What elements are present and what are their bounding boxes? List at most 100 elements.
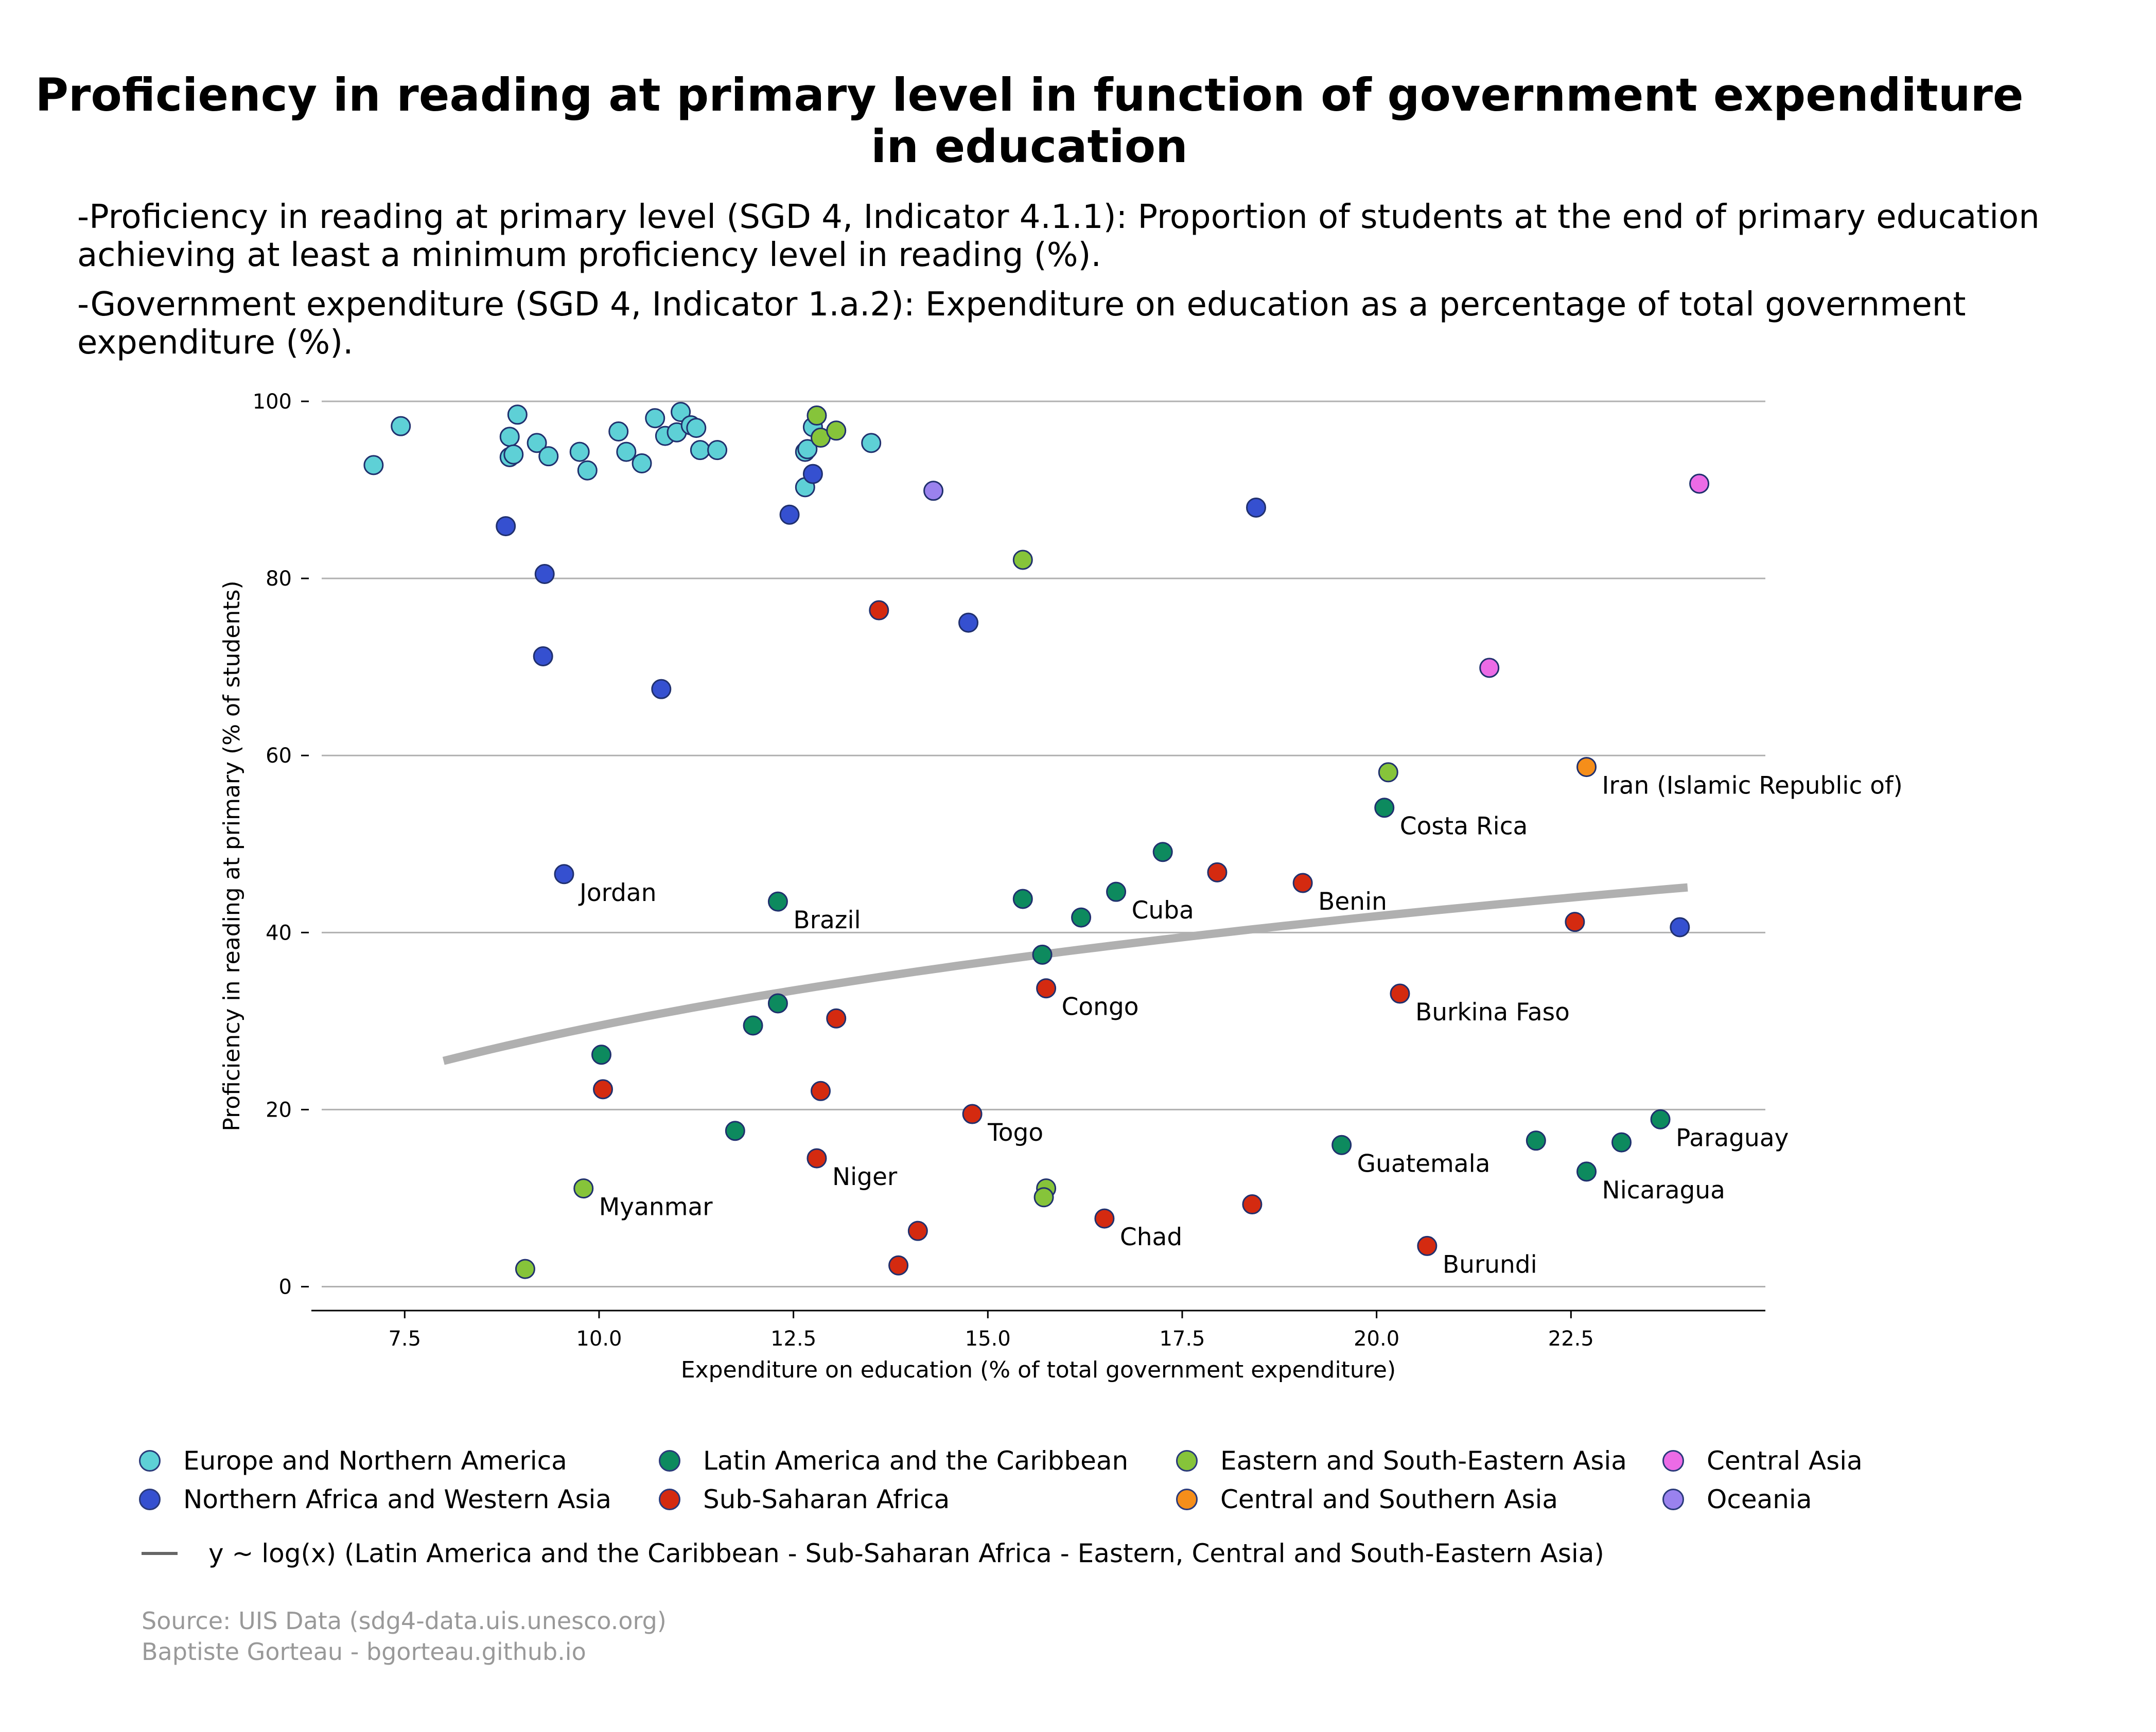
x-tick-label: 22.5 bbox=[1548, 1327, 1594, 1351]
country-label: Cuba bbox=[1132, 896, 1194, 925]
x-tick-label: 7.5 bbox=[388, 1327, 421, 1351]
data-point bbox=[1378, 762, 1398, 783]
data-point bbox=[499, 427, 520, 447]
data-point bbox=[811, 1081, 831, 1101]
data-point bbox=[1576, 1161, 1597, 1182]
data-point bbox=[496, 516, 516, 537]
legend-label: Central and Southern Asia bbox=[1220, 1484, 1558, 1514]
data-point bbox=[826, 420, 847, 441]
fit-line-legend-swatch bbox=[142, 1552, 178, 1555]
legend-item: Eastern and South-Eastern Asia bbox=[1176, 1446, 1627, 1476]
data-point bbox=[591, 1045, 611, 1065]
country-label: Burundi bbox=[1443, 1250, 1537, 1279]
data-point bbox=[807, 405, 827, 426]
legend-marker bbox=[659, 1489, 680, 1510]
data-point bbox=[923, 481, 944, 501]
source-text: Source: UIS Data (sdg4-data.uis.unesco.o… bbox=[142, 1607, 667, 1635]
data-point bbox=[1033, 1187, 1054, 1208]
country-label: Costa Rica bbox=[1400, 812, 1528, 841]
country-label: Congo bbox=[1062, 993, 1139, 1021]
data-point bbox=[861, 433, 882, 453]
y-tick-label: 100 bbox=[253, 390, 292, 414]
data-point bbox=[1479, 658, 1500, 678]
y-tick-label: 80 bbox=[266, 567, 292, 591]
data-point bbox=[1565, 912, 1585, 932]
data-point bbox=[869, 600, 889, 621]
data-point bbox=[802, 464, 823, 484]
data-point bbox=[651, 679, 672, 699]
data-point bbox=[707, 440, 728, 461]
legend-marker bbox=[139, 1450, 161, 1472]
data-point bbox=[1374, 798, 1395, 818]
country-label: Guatemala bbox=[1357, 1150, 1491, 1178]
legend-label: Sub-Saharan Africa bbox=[703, 1484, 950, 1514]
x-axis-label: Expenditure on education (% of total gov… bbox=[681, 1357, 1396, 1383]
data-point bbox=[527, 433, 547, 453]
data-point bbox=[1611, 1132, 1632, 1153]
legend-item: Europe and Northern America bbox=[139, 1446, 567, 1476]
data-point bbox=[1106, 881, 1127, 902]
data-point bbox=[608, 421, 629, 441]
data-point bbox=[593, 1079, 614, 1100]
legend-marker bbox=[1662, 1489, 1684, 1510]
author-text: Baptiste Gorteau - bgorteau.github.io bbox=[142, 1638, 586, 1666]
data-point bbox=[1292, 873, 1313, 893]
data-point bbox=[1246, 497, 1266, 518]
data-point bbox=[1390, 983, 1410, 1004]
country-label: Burkina Faso bbox=[1415, 998, 1570, 1027]
x-tick-label: 20.0 bbox=[1354, 1327, 1399, 1351]
legend-marker bbox=[139, 1489, 161, 1510]
data-point bbox=[962, 1104, 983, 1124]
data-point bbox=[807, 1148, 827, 1169]
data-point bbox=[1207, 862, 1228, 882]
country-label: Benin bbox=[1318, 888, 1387, 916]
axis-layer: 0 20 40 60 80 100 7.5 10.0 12.5 15.0 17.5 20.0 22.5 bbox=[253, 390, 1765, 1351]
data-point bbox=[797, 439, 818, 459]
legend-item: Northern Africa and Western Asia bbox=[139, 1484, 611, 1514]
data-point bbox=[767, 891, 788, 912]
data-point bbox=[577, 460, 598, 481]
legend-label: Central Asia bbox=[1707, 1446, 1863, 1476]
data-point bbox=[725, 1121, 745, 1141]
subtitle-expenditure-definition: -Government expenditure (SGD 4, Indicato… bbox=[77, 286, 1966, 362]
fit-line-legend: y ~ log(x) (Latin America and the Caribb… bbox=[142, 1539, 1604, 1568]
data-point bbox=[1689, 473, 1710, 494]
data-point bbox=[1012, 550, 1033, 570]
data-point bbox=[1012, 889, 1033, 909]
grid-layer bbox=[322, 400, 1765, 1288]
data-point bbox=[573, 1178, 594, 1199]
legend-marker bbox=[1176, 1450, 1198, 1472]
country-label: Brazil bbox=[793, 906, 861, 934]
y-axis-label: Proficiency in reading at primary (% of … bbox=[219, 580, 245, 1131]
legend-item: Sub-Saharan Africa bbox=[659, 1484, 950, 1514]
data-point bbox=[616, 441, 637, 462]
data-point bbox=[503, 444, 524, 465]
data-point bbox=[907, 1221, 928, 1241]
subtitle-reading-definition: -Proficiency in reading at primary level… bbox=[77, 198, 2040, 274]
legend-label: Northern Africa and Western Asia bbox=[183, 1484, 612, 1514]
legend-marker bbox=[1662, 1450, 1684, 1472]
data-point bbox=[1094, 1208, 1115, 1229]
data-point bbox=[826, 1008, 847, 1029]
fit-line bbox=[442, 883, 1688, 1065]
legend-item: Central and Southern Asia bbox=[1176, 1484, 1558, 1514]
legend-label: Eastern and South-Eastern Asia bbox=[1220, 1446, 1627, 1476]
country-label: Iran (Islamic Republic of) bbox=[1602, 772, 1903, 800]
legend-label: Europe and Northern America bbox=[183, 1446, 567, 1476]
data-point bbox=[363, 455, 384, 475]
y-tick-label: 60 bbox=[266, 744, 292, 768]
fit-line-layer bbox=[442, 883, 1688, 1065]
chart-title: Proficiency in reading at primary level … bbox=[35, 68, 2024, 173]
data-point bbox=[1152, 842, 1173, 862]
country-label: Jordan bbox=[578, 879, 657, 907]
x-tick-label: 10.0 bbox=[576, 1327, 622, 1351]
annotations-layer: Iran (Islamic Republic of) Costa Rica Jord… bbox=[578, 772, 1903, 1279]
x-tick-label: 12.5 bbox=[770, 1327, 816, 1351]
data-point bbox=[1032, 944, 1053, 965]
legend-marker bbox=[659, 1450, 680, 1472]
data-point bbox=[1036, 978, 1057, 999]
data-point bbox=[645, 408, 665, 429]
data-point bbox=[671, 402, 691, 422]
legend-marker bbox=[1176, 1489, 1198, 1510]
